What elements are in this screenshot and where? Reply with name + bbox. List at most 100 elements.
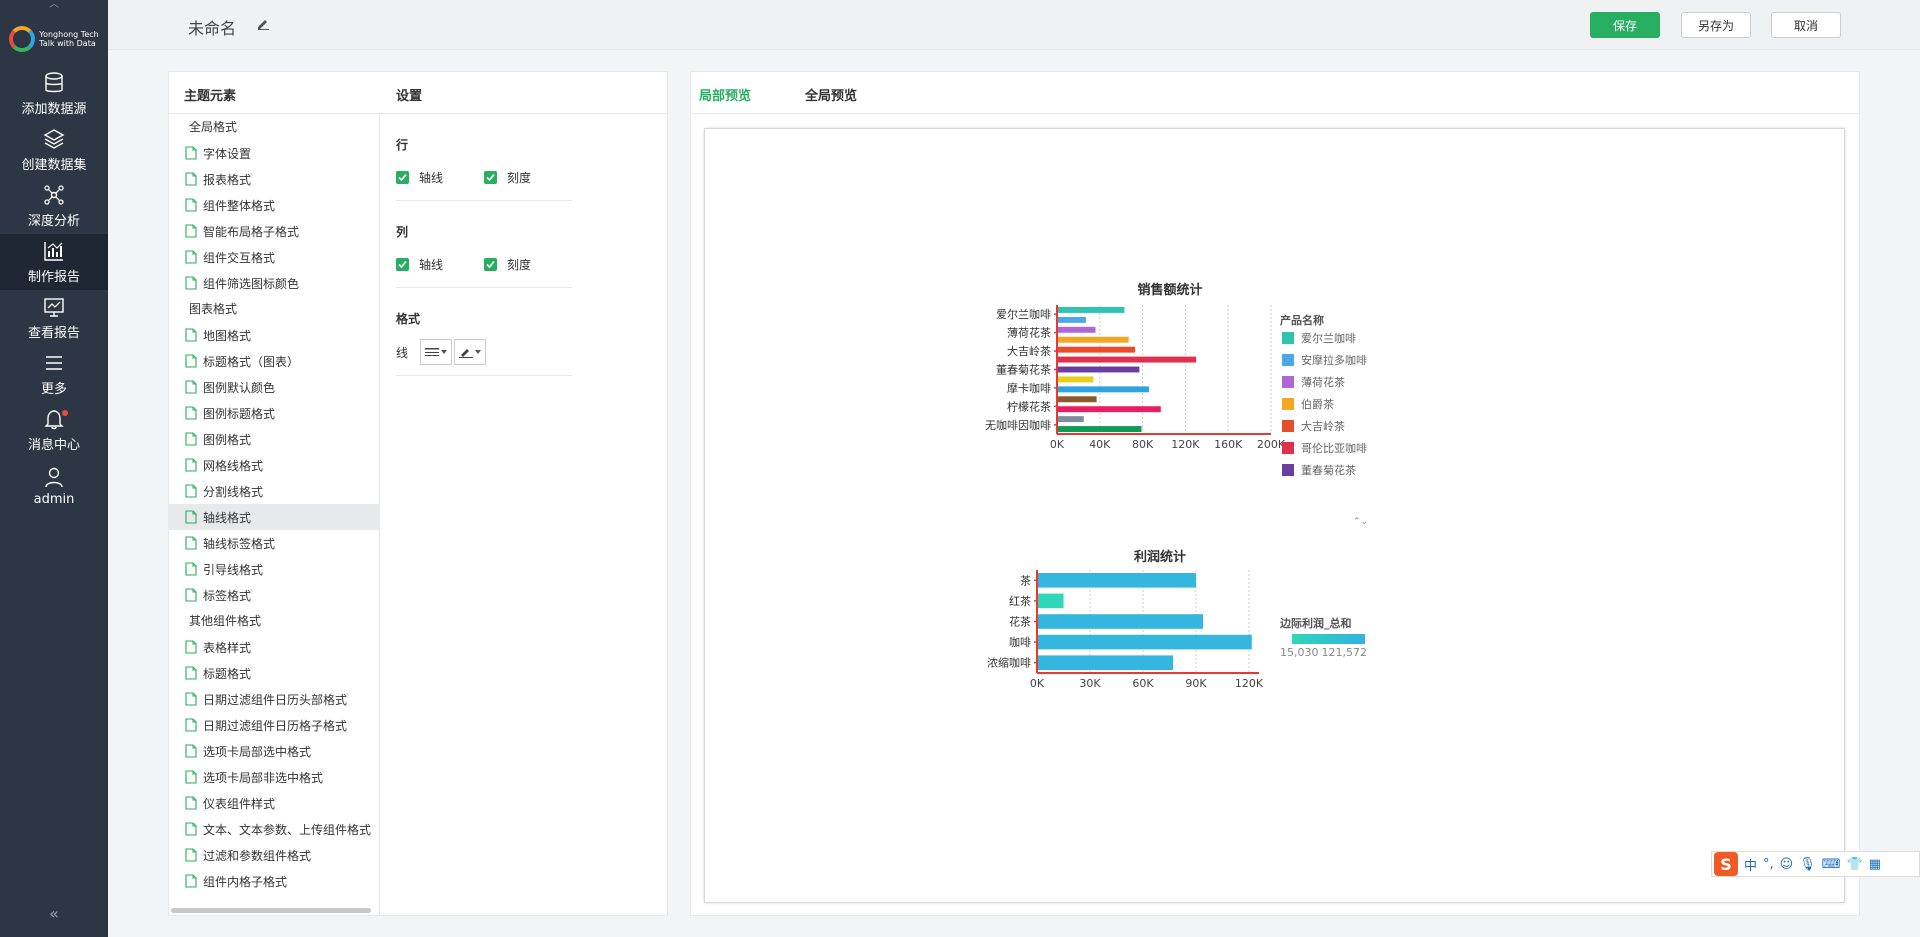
layers-icon (42, 128, 66, 150)
nav-item-label: 消息中心 (27, 437, 80, 453)
tab-global-preview[interactable]: 全局预览 (805, 89, 858, 104)
keyboard-icon[interactable]: ⌨ (1821, 856, 1841, 872)
panel-header: 主题元素 设置 (169, 72, 667, 114)
ime-lang-toggle[interactable]: 中 (1744, 858, 1758, 874)
col-tick-checkbox[interactable]: 刻度 (484, 256, 572, 273)
save-button[interactable]: 保存 (1590, 12, 1660, 38)
tree-item-label: 轴线格式 (203, 510, 252, 525)
tree-item-label: 日期过滤组件日历头部格式 (203, 692, 348, 707)
tree-item[interactable]: 轴线格式 (169, 504, 379, 530)
file-icon (185, 770, 197, 784)
col-axis-line-checkbox[interactable]: 轴线 (396, 256, 484, 273)
file-icon (185, 458, 197, 472)
shirt-icon[interactable]: 👕 (1846, 856, 1863, 872)
tree-item[interactable]: 标签格式 (169, 582, 379, 608)
nav-item-3[interactable]: 制作报告 (0, 234, 108, 290)
tree-item[interactable]: 过滤和参数组件格式 (169, 842, 379, 868)
pen-color-icon (459, 349, 474, 358)
legend-label: 安摩拉多咖啡 (1301, 353, 1367, 367)
tree-item[interactable]: 引导线格式 (169, 556, 379, 582)
edit-title-icon[interactable] (256, 16, 270, 30)
tree-item[interactable]: 报表格式 (169, 166, 379, 192)
nav-item-4[interactable]: 查看报告 (0, 290, 108, 346)
tree-item-label: 选项卡局部非选中格式 (203, 770, 324, 785)
tree-item[interactable]: 仪表组件样式 (169, 790, 379, 816)
tree-item[interactable]: 地图格式 (169, 322, 379, 348)
tree-item[interactable]: 图例格式 (169, 426, 379, 452)
bar (1037, 614, 1204, 629)
tree-item[interactable]: 组件筛选图标颜色 (169, 270, 379, 296)
nav-item-7[interactable]: admin (0, 458, 108, 514)
tree-item[interactable]: 图例标题格式 (169, 400, 379, 426)
tree-item[interactable]: 文本、文本参数、上传组件格式 (169, 816, 379, 842)
app-logo: Yonghong Tech Talk with Data (0, 12, 108, 66)
tree-item[interactable]: 字体设置 (169, 140, 379, 166)
tree-item[interactable]: 网格线格式 (169, 452, 379, 478)
emoji-icon[interactable]: ☺ (1779, 856, 1794, 872)
bar (1057, 326, 1096, 333)
checkbox-checked-icon (484, 258, 497, 271)
tree-item[interactable]: 组件整体格式 (169, 192, 379, 218)
cancel-button[interactable]: 取消 (1771, 12, 1841, 38)
chevron-down-icon (441, 350, 448, 354)
tree-group[interactable]: 全局格式 (189, 120, 238, 134)
tree-group[interactable]: 图表格式 (189, 302, 238, 316)
ime-punct-toggle[interactable]: °, (1763, 856, 1774, 872)
nav-item-6[interactable]: 消息中心 (0, 402, 108, 458)
line-color-dropdown[interactable] (454, 339, 487, 365)
save-as-button[interactable]: 另存为 (1681, 12, 1751, 38)
tree-item[interactable]: 日期过滤组件日历格子格式 (169, 712, 379, 738)
file-icon (185, 848, 197, 862)
sogou-logo-icon[interactable]: S (1714, 852, 1738, 876)
scroll-up-icon[interactable]: ︿ (49, 0, 59, 10)
file-icon (185, 432, 197, 446)
horizontal-scrollbar[interactable] (171, 908, 371, 913)
chart-title: 利润统计 (1134, 549, 1186, 565)
grid-icon[interactable]: ▦ (1868, 856, 1881, 872)
bar (1037, 593, 1064, 609)
x-tick-label: 160K (1214, 438, 1243, 451)
nav-item-label: 查看报告 (27, 325, 80, 341)
nav-item-1[interactable]: 创建数据集 (0, 122, 108, 178)
tree-item-label: 过滤和参数组件格式 (203, 848, 312, 863)
tree-item[interactable]: 智能布局格子格式 (169, 218, 379, 244)
nav-item-0[interactable]: 添加数据源 (0, 66, 108, 122)
tree-item[interactable]: 表格样式 (169, 634, 379, 660)
nav-item-label: 更多 (40, 381, 67, 397)
x-tick-label: 80K (1132, 438, 1154, 451)
tree-group[interactable]: 其他组件格式 (189, 614, 262, 628)
tree-item-label: 组件内格子格式 (203, 874, 288, 889)
tree-item[interactable]: 组件内格子格式 (169, 868, 379, 894)
row-axis-line-checkbox[interactable]: 轴线 (396, 169, 484, 186)
network-icon (42, 184, 66, 206)
file-icon (185, 510, 197, 524)
tree-item[interactable]: 选项卡局部非选中格式 (169, 764, 379, 790)
tree-item[interactable]: 轴线标签格式 (169, 530, 379, 556)
bar (1057, 307, 1125, 313)
row-options: 轴线 刻度 (396, 169, 572, 201)
collapse-nav-icon[interactable]: « (49, 904, 59, 923)
row-tick-checkbox[interactable]: 刻度 (484, 169, 572, 186)
y-category-label: 无咖啡因咖啡 (985, 418, 1051, 432)
tree-item[interactable]: 标题格式（图表） (169, 348, 379, 374)
microphone-icon[interactable]: 🎙 (1799, 856, 1816, 872)
tree-item[interactable]: 分割线格式 (169, 478, 379, 504)
tree-item[interactable]: 日期过滤组件日历头部格式 (169, 686, 379, 712)
tree-item[interactable]: 组件交互格式 (169, 244, 379, 270)
tree-item[interactable]: 图例默认颜色 (169, 374, 379, 400)
line-style-dropdown[interactable] (420, 339, 453, 365)
tree-item[interactable]: 标题格式 (169, 660, 379, 686)
legend-swatch (1282, 332, 1294, 344)
nav-item-2[interactable]: 深度分析 (0, 178, 108, 234)
nav-item-5[interactable]: 更多 (0, 346, 108, 402)
tree-item-label: 网格线格式 (203, 458, 264, 473)
tree-item-label: 日期过滤组件日历格子格式 (203, 718, 348, 733)
tree-item[interactable]: 选项卡局部选中格式 (169, 738, 379, 764)
tab-local-preview[interactable]: 局部预览 (699, 89, 752, 104)
checkbox-label: 轴线 (419, 258, 444, 272)
checkbox-label: 轴线 (419, 171, 444, 185)
y-category-label: 茶 (1020, 574, 1031, 587)
file-icon (185, 406, 197, 420)
